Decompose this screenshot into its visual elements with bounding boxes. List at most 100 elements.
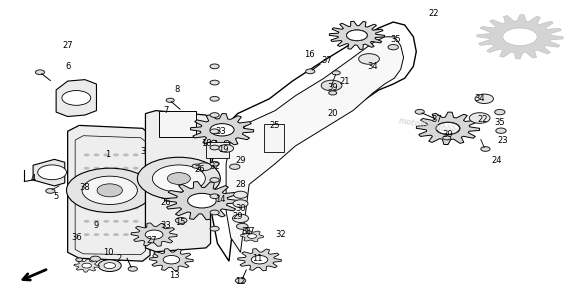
Circle shape (104, 233, 109, 236)
Circle shape (84, 220, 90, 223)
Circle shape (229, 164, 240, 169)
Text: 34: 34 (368, 62, 378, 71)
Circle shape (192, 164, 200, 168)
Circle shape (113, 153, 119, 156)
Circle shape (167, 173, 190, 184)
Text: 14: 14 (215, 195, 226, 204)
Circle shape (210, 97, 219, 101)
Text: 7: 7 (163, 106, 168, 115)
Text: 17: 17 (244, 227, 255, 236)
Text: 33: 33 (160, 221, 171, 230)
Circle shape (503, 28, 537, 46)
Text: 29: 29 (235, 156, 245, 165)
Text: 4: 4 (31, 174, 36, 183)
Circle shape (166, 98, 174, 102)
Circle shape (145, 230, 163, 239)
Circle shape (494, 109, 505, 115)
Text: 26: 26 (160, 198, 171, 207)
Circle shape (123, 193, 129, 196)
Circle shape (133, 167, 138, 170)
Circle shape (210, 113, 219, 117)
Text: 10: 10 (102, 248, 113, 257)
Circle shape (123, 180, 129, 183)
Circle shape (35, 70, 45, 74)
Polygon shape (237, 249, 281, 271)
Circle shape (210, 145, 219, 150)
Circle shape (133, 193, 138, 196)
Text: 13: 13 (169, 271, 179, 280)
Circle shape (123, 220, 129, 223)
Circle shape (133, 233, 138, 236)
Circle shape (248, 234, 256, 238)
Bar (159, 111, 196, 137)
Text: 31: 31 (241, 227, 252, 236)
Polygon shape (74, 259, 100, 272)
Circle shape (94, 233, 100, 236)
Circle shape (104, 167, 109, 170)
Circle shape (84, 180, 90, 183)
Text: 22: 22 (477, 115, 488, 124)
Circle shape (175, 218, 187, 224)
Text: 15: 15 (175, 218, 185, 227)
Circle shape (210, 124, 234, 136)
Circle shape (235, 278, 245, 283)
Circle shape (123, 153, 129, 156)
Text: 22: 22 (428, 9, 439, 18)
Polygon shape (190, 114, 254, 146)
Polygon shape (240, 230, 263, 242)
Circle shape (358, 54, 379, 64)
Bar (263, 124, 284, 152)
Text: 33: 33 (215, 127, 226, 136)
Text: 23: 23 (497, 136, 508, 145)
Circle shape (46, 189, 55, 193)
Circle shape (133, 207, 138, 209)
Bar (206, 142, 229, 158)
Text: 39: 39 (443, 130, 453, 139)
Circle shape (470, 113, 490, 123)
Circle shape (210, 178, 219, 182)
Circle shape (104, 193, 109, 196)
Circle shape (62, 91, 91, 105)
Polygon shape (33, 159, 65, 186)
Polygon shape (329, 21, 384, 49)
Circle shape (128, 266, 137, 271)
Text: 11: 11 (252, 254, 263, 263)
Circle shape (210, 226, 219, 231)
Circle shape (415, 109, 424, 114)
Text: 2: 2 (117, 254, 122, 263)
Polygon shape (226, 37, 404, 252)
Circle shape (233, 200, 248, 207)
Circle shape (347, 30, 367, 41)
Circle shape (210, 210, 219, 215)
Circle shape (210, 162, 219, 166)
Text: 28: 28 (235, 180, 246, 189)
Circle shape (82, 176, 137, 204)
Circle shape (475, 94, 493, 103)
Text: 26: 26 (195, 165, 206, 174)
Polygon shape (56, 80, 97, 117)
Polygon shape (145, 111, 211, 252)
Text: 35: 35 (391, 35, 401, 44)
Circle shape (94, 153, 100, 156)
Polygon shape (164, 181, 239, 220)
Circle shape (437, 122, 460, 134)
Text: 29: 29 (232, 212, 243, 221)
Circle shape (197, 163, 212, 170)
Text: 34: 34 (474, 94, 485, 103)
Polygon shape (416, 112, 479, 145)
Circle shape (113, 180, 119, 183)
Circle shape (232, 214, 248, 223)
Circle shape (94, 207, 100, 209)
Circle shape (496, 128, 506, 133)
Circle shape (481, 147, 490, 151)
Circle shape (233, 191, 247, 198)
Circle shape (137, 157, 221, 200)
Circle shape (443, 136, 451, 140)
Circle shape (98, 260, 121, 271)
Circle shape (153, 253, 163, 259)
Circle shape (133, 180, 138, 183)
Circle shape (321, 80, 342, 91)
Polygon shape (149, 249, 193, 271)
Text: 38: 38 (79, 183, 90, 192)
Circle shape (152, 165, 206, 192)
